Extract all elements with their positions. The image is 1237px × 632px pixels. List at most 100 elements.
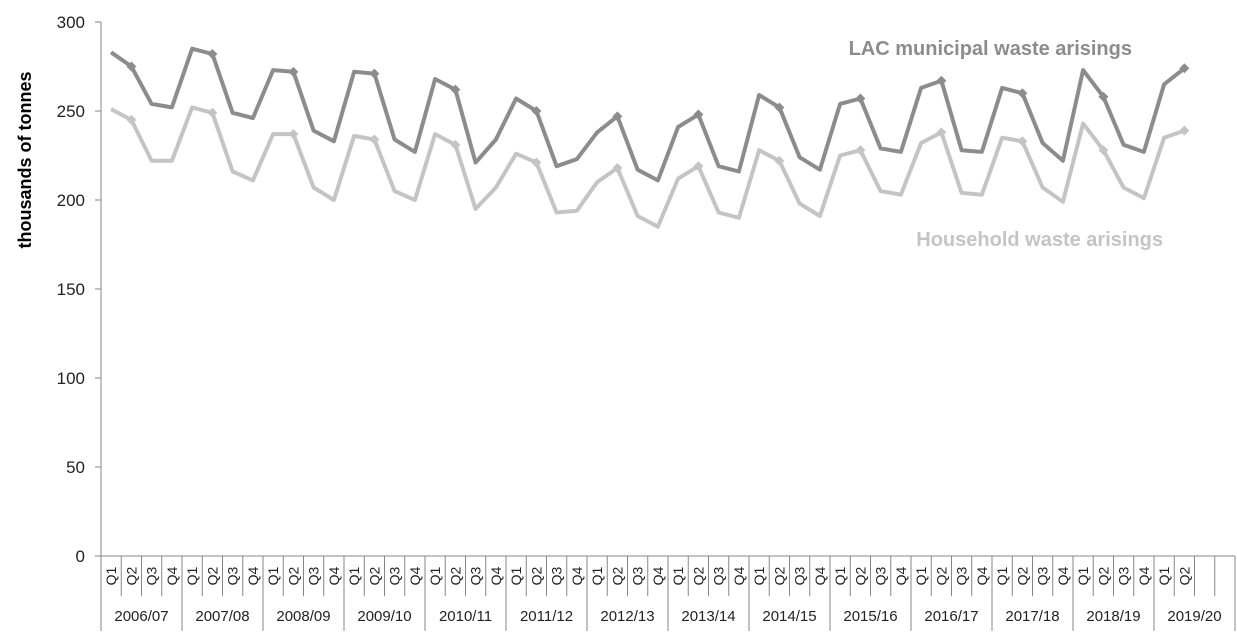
x-quarter-label: Q2 bbox=[1014, 566, 1030, 585]
y-tick-label: 300 bbox=[57, 13, 85, 32]
series-layer bbox=[109, 46, 1190, 229]
x-year-label: 2017/18 bbox=[1005, 608, 1059, 625]
x-quarter-label: Q2 bbox=[447, 566, 463, 585]
x-quarter-label: Q2 bbox=[690, 566, 706, 585]
x-quarter-label: Q4 bbox=[1136, 566, 1152, 585]
series-point-marker bbox=[450, 139, 461, 150]
x-quarter-label: Q4 bbox=[1055, 566, 1071, 585]
x-quarter-label: Q1 bbox=[751, 566, 767, 585]
x-quarter-label: Q2 bbox=[933, 566, 949, 585]
x-quarter-label: Q3 bbox=[549, 566, 565, 585]
series-point-marker bbox=[450, 84, 461, 95]
x-quarter-label: Q4 bbox=[569, 566, 585, 585]
series-point-marker bbox=[531, 157, 542, 168]
x-quarter-label: Q1 bbox=[913, 566, 929, 585]
x-quarter-label: Q3 bbox=[468, 566, 484, 585]
x-year-label: 2011/12 bbox=[520, 608, 573, 625]
series-point-marker bbox=[1017, 136, 1028, 147]
x-quarter-label: Q1 bbox=[184, 566, 200, 585]
series-point-marker bbox=[1179, 125, 1190, 136]
x-quarter-label: Q1 bbox=[832, 566, 848, 585]
x-quarter-label: Q2 bbox=[852, 566, 868, 585]
x-quarter-label: Q2 bbox=[771, 566, 787, 585]
series-point-marker bbox=[126, 61, 137, 72]
x-quarter-label: Q1 bbox=[508, 566, 524, 585]
x-quarter-label: Q1 bbox=[346, 566, 362, 585]
series-point-marker bbox=[612, 111, 623, 122]
x-quarter-label: Q3 bbox=[387, 566, 403, 585]
x-quarter-label: Q2 bbox=[1095, 566, 1111, 585]
x-quarter-label: Q3 bbox=[225, 566, 241, 585]
series-point-marker bbox=[936, 75, 947, 86]
series-point-marker bbox=[531, 106, 542, 116]
series-line-0 bbox=[109, 46, 1186, 183]
x-year-label: 2014/15 bbox=[762, 608, 816, 625]
series-point-marker bbox=[693, 161, 704, 172]
x-year-label: 2007/08 bbox=[195, 608, 249, 625]
series-point-marker bbox=[774, 155, 785, 166]
x-quarter-label: Q2 bbox=[204, 566, 220, 585]
x-quarter-label: Q1 bbox=[103, 566, 119, 585]
x-quarter-label: Q3 bbox=[954, 566, 970, 585]
x-year-label: 2010/11 bbox=[439, 608, 492, 625]
x-year-label: 2015/16 bbox=[843, 608, 897, 625]
series-point-marker bbox=[693, 109, 704, 120]
y-tick-label: 100 bbox=[57, 369, 85, 388]
series-point-marker bbox=[288, 129, 299, 140]
x-quarter-label: Q3 bbox=[1035, 566, 1051, 585]
series-point-marker bbox=[126, 114, 137, 125]
x-quarter-label: Q4 bbox=[974, 566, 990, 585]
y-axis-ticks: 0 50 100 150 200 250 300 bbox=[57, 13, 102, 566]
x-quarter-label: Q1 bbox=[1156, 566, 1172, 585]
x-axis: Q1 Q2 Q3 Q4 Q1 Q2 Q3 Q4 Q1 Q2 Q3 Q4 Q1 Q2 Q3 Q4 Q1 Q2 Q3 Q4… bbox=[100, 555, 1236, 631]
x-quarter-label: Q2 bbox=[1176, 566, 1192, 585]
x-quarter-label: Q4 bbox=[407, 566, 423, 585]
x-quarter-label: Q4 bbox=[245, 566, 261, 585]
series-point-marker bbox=[1017, 88, 1028, 99]
x-quarter-label: Q2 bbox=[285, 566, 301, 585]
x-quarter-label: Q3 bbox=[306, 566, 322, 585]
x-quarter-label: Q3 bbox=[711, 566, 727, 585]
x-quarter-label: Q1 bbox=[589, 566, 605, 585]
series-label-household: Household waste arisings bbox=[916, 229, 1163, 251]
x-quarter-label: Q2 bbox=[528, 566, 544, 585]
x-quarter-label: Q1 bbox=[1075, 566, 1091, 585]
x-year-label: 2013/14 bbox=[681, 608, 735, 625]
x-year-label: 2019/20 bbox=[1167, 608, 1221, 625]
series-point-marker bbox=[855, 145, 866, 156]
y-tick-label: 0 bbox=[76, 547, 85, 566]
x-year-label: 2012/13 bbox=[600, 608, 654, 625]
x-quarter-label: Q1 bbox=[670, 566, 686, 585]
series-point-marker bbox=[369, 68, 380, 79]
x-quarter-label: Q3 bbox=[630, 566, 646, 585]
series-point-marker bbox=[936, 127, 947, 138]
x-quarter-label: Q4 bbox=[731, 566, 747, 585]
series-label-lac-municipal: LAC municipal waste arisings bbox=[849, 38, 1132, 60]
x-quarter-label: Q2 bbox=[609, 566, 625, 585]
x-year-label: 2016/17 bbox=[924, 608, 978, 625]
series-point-marker bbox=[1098, 91, 1109, 102]
x-year-label: 2006/07 bbox=[114, 608, 168, 625]
series-point-marker bbox=[207, 107, 218, 118]
series-point-marker bbox=[612, 162, 623, 173]
series-line-1 bbox=[110, 105, 1186, 229]
x-quarter-label: Q4 bbox=[164, 566, 180, 585]
series-point-marker bbox=[774, 102, 785, 113]
x-quarter-label: Q4 bbox=[893, 566, 909, 585]
x-quarter-label: Q4 bbox=[326, 566, 342, 585]
x-quarter-label: Q1 bbox=[427, 566, 443, 585]
series-point-marker bbox=[207, 49, 218, 60]
x-year-label: 2018/19 bbox=[1086, 608, 1140, 625]
x-quarter-label: Q2 bbox=[366, 566, 382, 585]
x-year-label: 2008/09 bbox=[276, 608, 330, 625]
y-tick-label: 250 bbox=[57, 102, 85, 121]
x-quarter-label: Q1 bbox=[265, 566, 281, 585]
x-quarter-label: Q3 bbox=[1116, 566, 1132, 585]
series-point-marker bbox=[369, 134, 380, 145]
x-quarter-label: Q4 bbox=[488, 566, 504, 585]
y-axis-title: thousands of tonnes bbox=[15, 72, 35, 249]
x-quarter-label: Q3 bbox=[873, 566, 889, 585]
x-quarter-label: Q2 bbox=[123, 566, 139, 585]
series-point-marker bbox=[288, 66, 299, 77]
